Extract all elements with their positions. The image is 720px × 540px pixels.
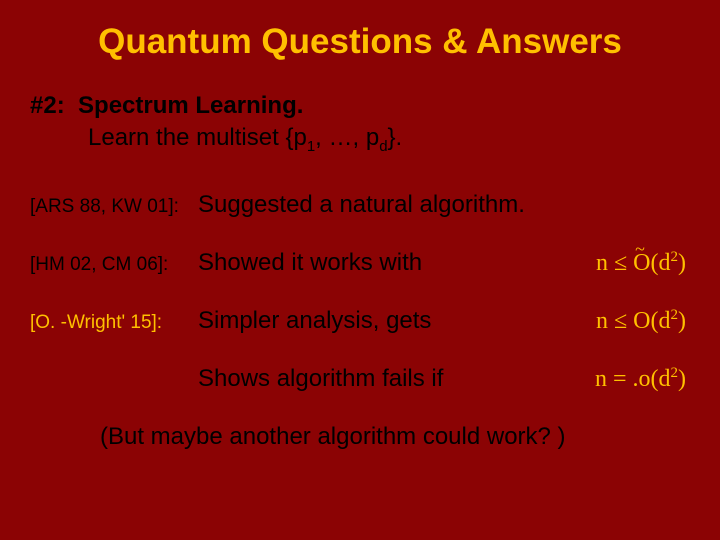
formula-lhs: n ≤ (596, 308, 633, 334)
formula-tail: (d (651, 308, 671, 334)
citation-2: [HM 02, CM 06]: (30, 254, 198, 276)
desc-4: Shows algorithm fails if (198, 365, 443, 393)
formula-tail: (d (651, 250, 671, 276)
formula-exp: 2 (671, 307, 679, 323)
big-o: O (633, 308, 650, 334)
sub-mid: , …, p (315, 124, 379, 151)
formula-close: ) (678, 250, 686, 276)
slide-title: Quantum Questions & Answers (30, 22, 690, 62)
formula-exp: 2 (671, 249, 679, 265)
content-row: [ARS 88, KW 01]: Suggested a natural alg… (30, 191, 690, 219)
formula-lhs: n ≤ (596, 250, 633, 276)
desc-3: Simpler analysis, gets (198, 307, 431, 335)
formula-exp: 2 (671, 365, 679, 381)
closing-text: (But maybe another algorithm could work?… (100, 423, 690, 451)
citation-3: [O. -Wright' 15]: (30, 312, 198, 334)
formula-2: n ≤ ~O(d2) (596, 249, 690, 277)
desc-2: Showed it works with (198, 249, 422, 277)
content-row: [HM 02, CM 06]: Showed it works with n ≤… (30, 249, 690, 277)
formula-4: n = .o(d2) (595, 365, 690, 393)
formula-close: ) (678, 308, 686, 334)
sub-idx1: 1 (307, 138, 315, 155)
heading-text: Spectrum Learning. (78, 92, 303, 119)
formula-lhs: n = (595, 366, 633, 392)
heading-prefix: #2: (30, 92, 65, 119)
content-row: Shows algorithm fails if n = .o(d2) (30, 365, 690, 393)
desc-1: Suggested a natural algorithm. (198, 191, 525, 219)
sub-suffix: }. (388, 124, 403, 151)
content-row: [O. -Wright' 15]: Simpler analysis, gets… (30, 307, 690, 335)
tilde-mark: ~ (635, 239, 645, 260)
sub-prefix: Learn the multiset {p (88, 124, 307, 151)
formula-tail: (d (651, 366, 671, 392)
little-o: o (639, 366, 651, 392)
sub-idx2: d (379, 138, 387, 155)
citation-1: [ARS 88, KW 01]: (30, 196, 198, 218)
formula-close: ) (678, 366, 686, 392)
big-o-tilde: ~O (633, 250, 650, 277)
topic-heading: #2: Spectrum Learning. (30, 92, 690, 120)
topic-subline: Learn the multiset {p1, …, pd}. (88, 124, 690, 155)
slide: Quantum Questions & Answers #2: Spectrum… (0, 0, 720, 540)
formula-3: n ≤ O(d2) (596, 307, 690, 335)
